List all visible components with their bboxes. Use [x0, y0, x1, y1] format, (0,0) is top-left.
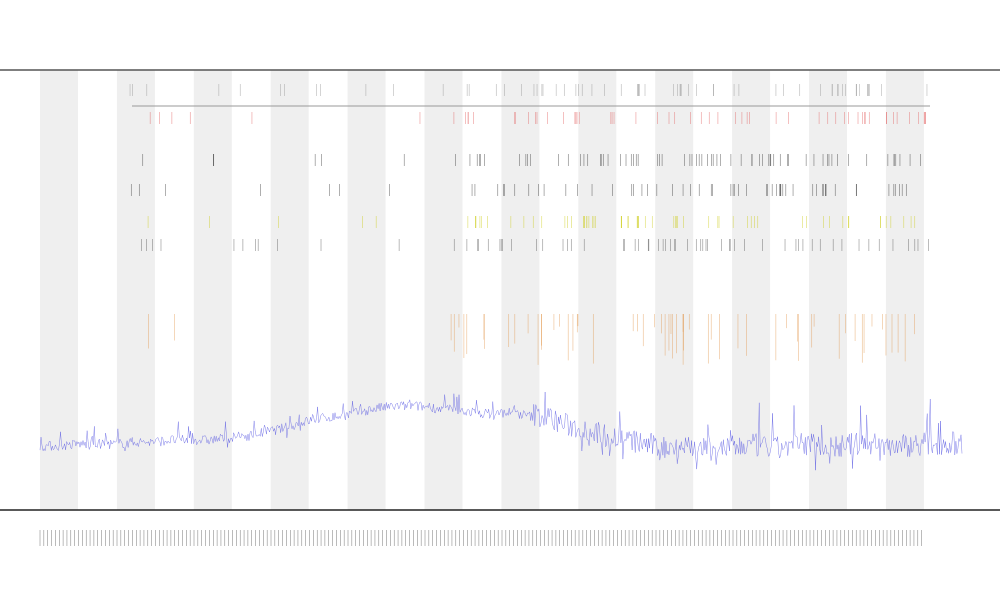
series-line — [39, 391, 963, 471]
background-band — [347, 70, 386, 510]
background-band — [40, 70, 78, 510]
background-band — [193, 70, 232, 510]
background-band — [885, 70, 924, 510]
background-band — [270, 70, 309, 510]
background-band — [116, 70, 155, 510]
background-band — [424, 70, 463, 510]
background-band — [809, 70, 847, 510]
background-band — [732, 70, 771, 510]
background-band — [578, 70, 617, 510]
background-band — [501, 70, 540, 510]
background-band — [655, 70, 694, 510]
